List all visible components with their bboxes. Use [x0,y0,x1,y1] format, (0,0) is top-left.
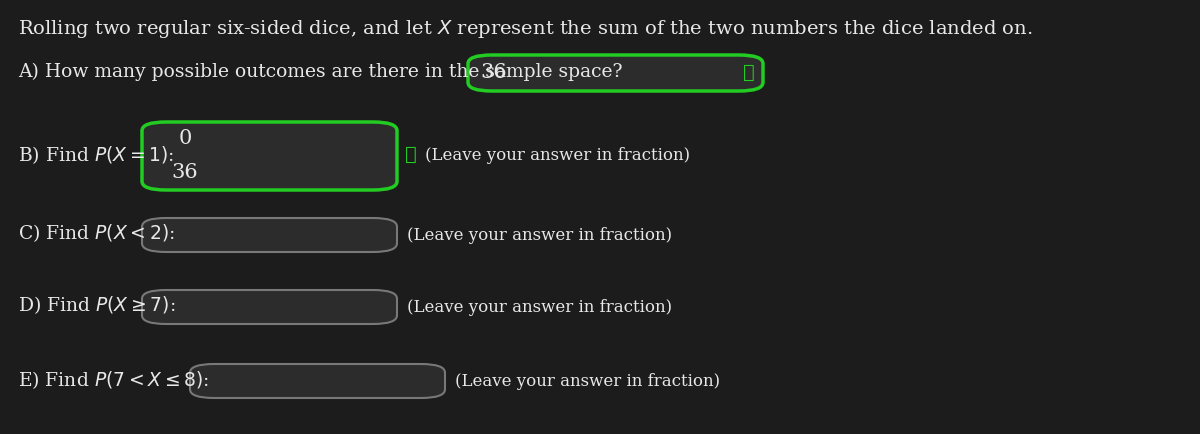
Text: C) Find $P(X < 2)$:: C) Find $P(X < 2)$: [18,222,175,244]
Text: Rolling two regular six-sided dice, and let $X$ represent the sum of the two num: Rolling two regular six-sided dice, and … [18,18,1033,40]
Text: B) Find $P(X = 1)$:: B) Find $P(X = 1)$: [18,144,174,166]
Text: (Leave your answer in fraction): (Leave your answer in fraction) [407,227,672,243]
Text: (Leave your answer in fraction): (Leave your answer in fraction) [455,374,720,391]
Text: 0: 0 [179,128,192,148]
Text: (Leave your answer in fraction): (Leave your answer in fraction) [407,299,672,316]
Text: 36: 36 [480,63,506,82]
Text: A) How many possible outcomes are there in the sample space?: A) How many possible outcomes are there … [18,63,623,81]
Text: D) Find $P(X \geq 7)$:: D) Find $P(X \geq 7)$: [18,294,175,316]
Text: E) Find $P(7 < X \leq 8)$:: E) Find $P(7 < X \leq 8)$: [18,369,209,391]
Text: ✓: ✓ [743,64,755,82]
Text: (Leave your answer in fraction): (Leave your answer in fraction) [425,147,690,164]
Text: ✓: ✓ [406,146,416,164]
Text: 36: 36 [172,164,198,183]
